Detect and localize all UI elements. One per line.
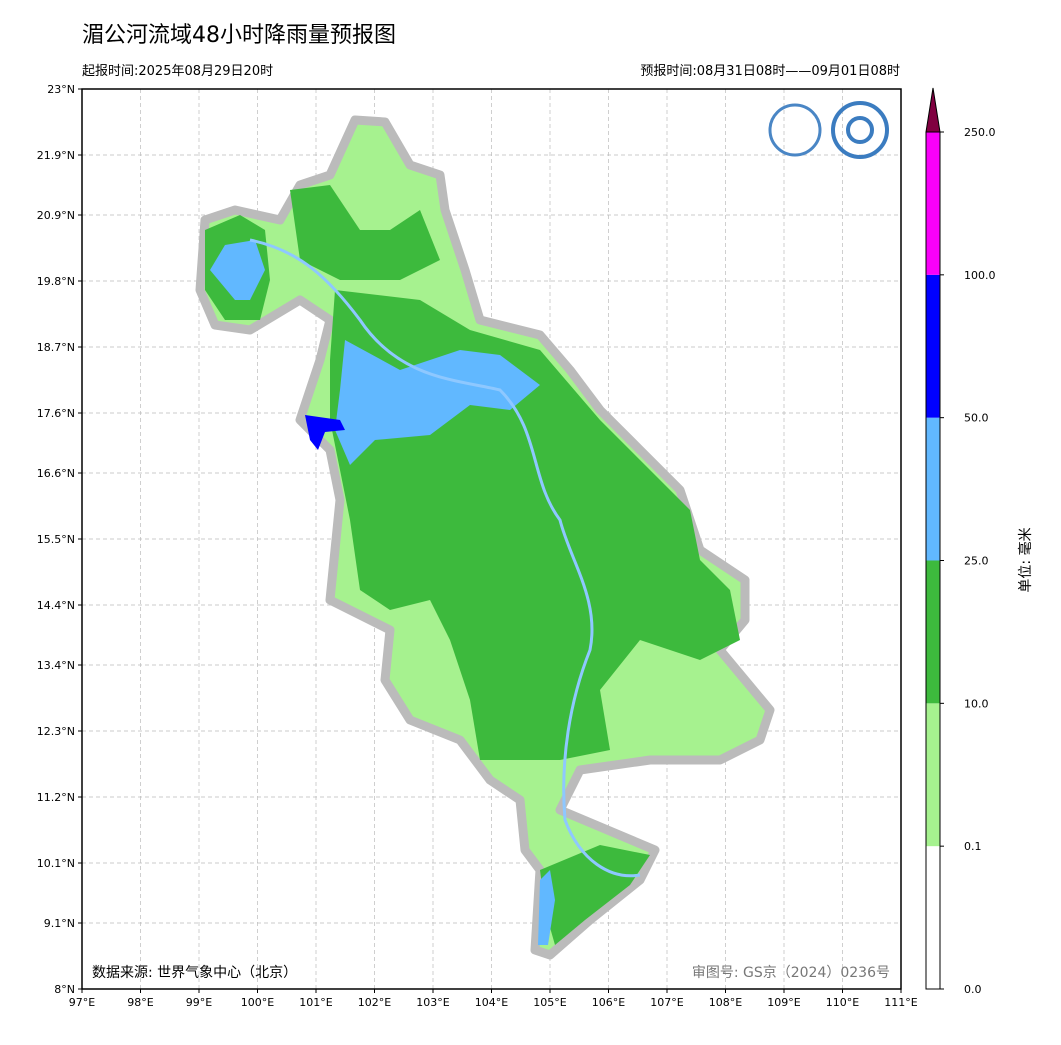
lon-tick-label: 111°E (884, 996, 917, 1009)
lat-tick-label: 20.9°N (37, 209, 75, 222)
lon-tick-label: 100°E (241, 996, 274, 1009)
lat-tick-label: 10.1°N (37, 857, 75, 870)
lat-tick-label: 9.1°N (44, 917, 75, 930)
data-source: 数据来源: 世界气象中心（北京） (92, 965, 297, 981)
lon-tick-label: 107°E (650, 996, 683, 1009)
colorbar-extend (925, 87, 941, 133)
colorbar-label: 100.0 (964, 269, 996, 282)
lon-tick-label: 106°E (592, 996, 625, 1009)
colorbar-label: 25.0 (964, 555, 989, 568)
lat-tick-label: 19.8°N (37, 275, 75, 288)
lon-tick-label: 99°E (186, 996, 212, 1009)
colorbar-label: 50.0 (964, 412, 989, 425)
colorbar-segment (926, 274, 940, 418)
rain-zone (210, 240, 265, 300)
lon-tick-label: 104°E (475, 996, 508, 1009)
review-number: 审图号: GS京（2024）0236号 (692, 965, 890, 981)
colorbar-segment (926, 703, 940, 847)
colorbar-segment (926, 560, 940, 704)
lat-tick-label: 13.4°N (37, 659, 75, 672)
lon-tick-label: 101°E (299, 996, 332, 1009)
title: 湄公河流域48小时降雨量预报图 (82, 23, 396, 48)
logos (768, 101, 889, 159)
colorbar-label: 10.0 (964, 697, 989, 710)
lat-tick-label: 21.9°N (37, 149, 75, 162)
lon-tick-label: 102°E (358, 996, 391, 1009)
colorbar-segment (926, 417, 940, 561)
rain-zone (305, 415, 345, 450)
forecast-time: 预报时间:08月31日08时——09月01日08时 (640, 64, 900, 79)
lon-tick-label: 103°E (416, 996, 449, 1009)
lat-tick-label: 15.5°N (37, 533, 75, 546)
lat-tick-label: 18.7°N (37, 341, 75, 354)
lat-tick-label: 17.6°N (37, 407, 75, 420)
colorbar-segment (926, 132, 940, 275)
colorbar-label: 250.0 (964, 126, 996, 139)
lon-tick-label: 109°E (767, 996, 800, 1009)
rain-zone (540, 845, 650, 945)
colorbar-label: 0.1 (964, 840, 982, 853)
issue-time: 起报时间:2025年08月29日20时 (82, 64, 273, 79)
rain-zone (538, 870, 555, 945)
lon-tick-label: 110°E (826, 996, 859, 1009)
rain-zone (335, 340, 540, 465)
basin (195, 115, 775, 960)
rain-zone (290, 185, 440, 280)
colorbar-segment (926, 846, 940, 989)
lat-tick-label: 11.2°N (37, 791, 75, 804)
lat-tick-label: 12.3°N (37, 725, 75, 738)
lat-tick-label: 16.6°N (37, 467, 75, 480)
lon-tick-label: 108°E (709, 996, 742, 1009)
lon-tick-label: 97°E (69, 996, 95, 1009)
colorbar: 0.0 0.1 10.0 25.0 50.0 100.0 250.0 (925, 87, 996, 996)
logo (831, 101, 889, 159)
lon-tick-label: 105°E (533, 996, 566, 1009)
lat-tick-label: 8°N (54, 983, 75, 996)
colorbar-label: 0.0 (964, 983, 982, 996)
logo (768, 103, 822, 157)
river (249, 238, 641, 878)
lat-tick-label: 14.4°N (37, 599, 75, 612)
logo (846, 116, 874, 144)
colorbar-unit: 单位: 毫米 (1017, 527, 1034, 592)
lon-tick-label: 98°E (127, 996, 153, 1009)
colorbar-frame (925, 131, 941, 990)
lat-tick-label: 23°N (47, 83, 75, 96)
